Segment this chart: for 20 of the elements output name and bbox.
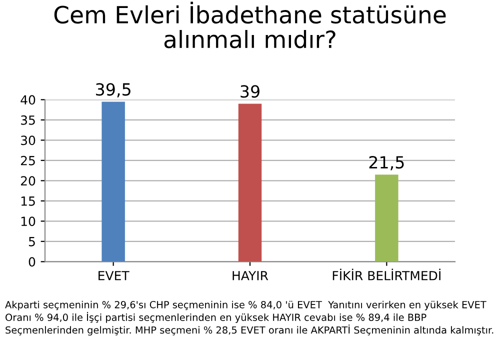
x-tick-label: HAYIR (232, 271, 268, 280)
y-tick-label: 40 (20, 95, 36, 105)
y-tick-label: 0 (28, 257, 36, 267)
chart-title: Cem Evleri İbadethane statüsüne alınmalı mıdır? (54, 2, 446, 48)
y-tick-label: 5 (28, 237, 35, 246)
y-tick-label: 35 (21, 115, 35, 125)
data-label: 21,5 (369, 156, 404, 170)
bar (102, 102, 125, 262)
y-tick-label: 30 (21, 136, 36, 146)
y-tick-label: 10 (21, 216, 36, 226)
x-tick-label: FİKİR BELİRTMEDİ (332, 268, 440, 280)
data-label: 39,5 (96, 83, 130, 98)
y-tick-label: 25 (20, 156, 35, 166)
text: Akparti seçmeninin % 29,6'sı CHP seçmeninin ise % 84,0 'ü EVET Yanıtını verirken en yüksek EVET Oranı % 94,0 ile İşçi partisi seçmenlerinden en yüksek HAYIR cevabı ise % 89,4 ile BBP Seçmenlerinden gelmiştir. MHP seçmeni % 28,5 EVET oranı ile AKPARTİ Seçmeninin altında kalmıştır. (5, 300, 494, 336)
data-label: 39 (240, 85, 260, 98)
y-tick-label: 15 (21, 196, 35, 206)
x-tick-label: EVET (98, 271, 130, 280)
y-tick-label: 20 (20, 176, 36, 186)
bar (375, 174, 398, 262)
bar (238, 104, 262, 262)
